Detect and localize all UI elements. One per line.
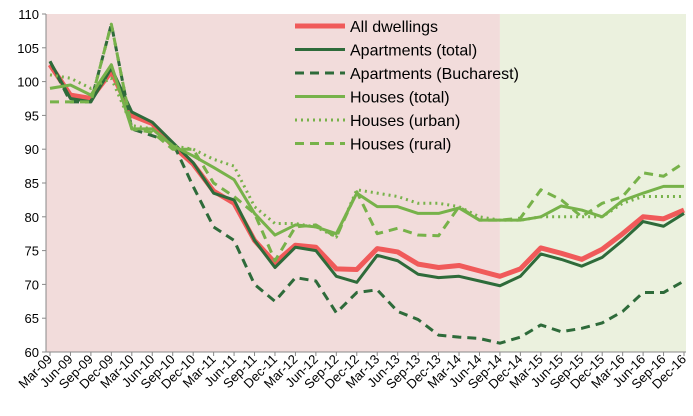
y-tick-label: 100: [17, 75, 39, 90]
legend-label: Houses (total): [350, 90, 450, 107]
y-tick-label: 60: [25, 345, 39, 360]
y-tick-label: 95: [25, 108, 39, 123]
y-tick-label: 85: [25, 176, 39, 191]
y-tick-label: 110: [18, 7, 39, 22]
y-tick-label: 90: [25, 142, 39, 157]
series-line: [48, 22, 685, 345]
legend-label: Houses (rural): [350, 137, 451, 154]
y-tick-label: 65: [25, 311, 39, 326]
legend-label: Houses (urban): [350, 113, 460, 130]
shaded-region: [499, 14, 686, 352]
y-tick-label: 105: [17, 41, 39, 56]
legend-label: All dwellings: [350, 19, 438, 36]
series-line: [48, 60, 685, 288]
legend-label: Apartments (total): [350, 43, 477, 60]
y-tick-label: 80: [25, 210, 39, 225]
y-tick-label: 75: [25, 244, 39, 259]
legend-label: Apartments (Bucharest): [350, 66, 519, 83]
series-line: [49, 63, 684, 237]
y-tick-label: 70: [25, 277, 39, 292]
series-line: [50, 22, 685, 263]
